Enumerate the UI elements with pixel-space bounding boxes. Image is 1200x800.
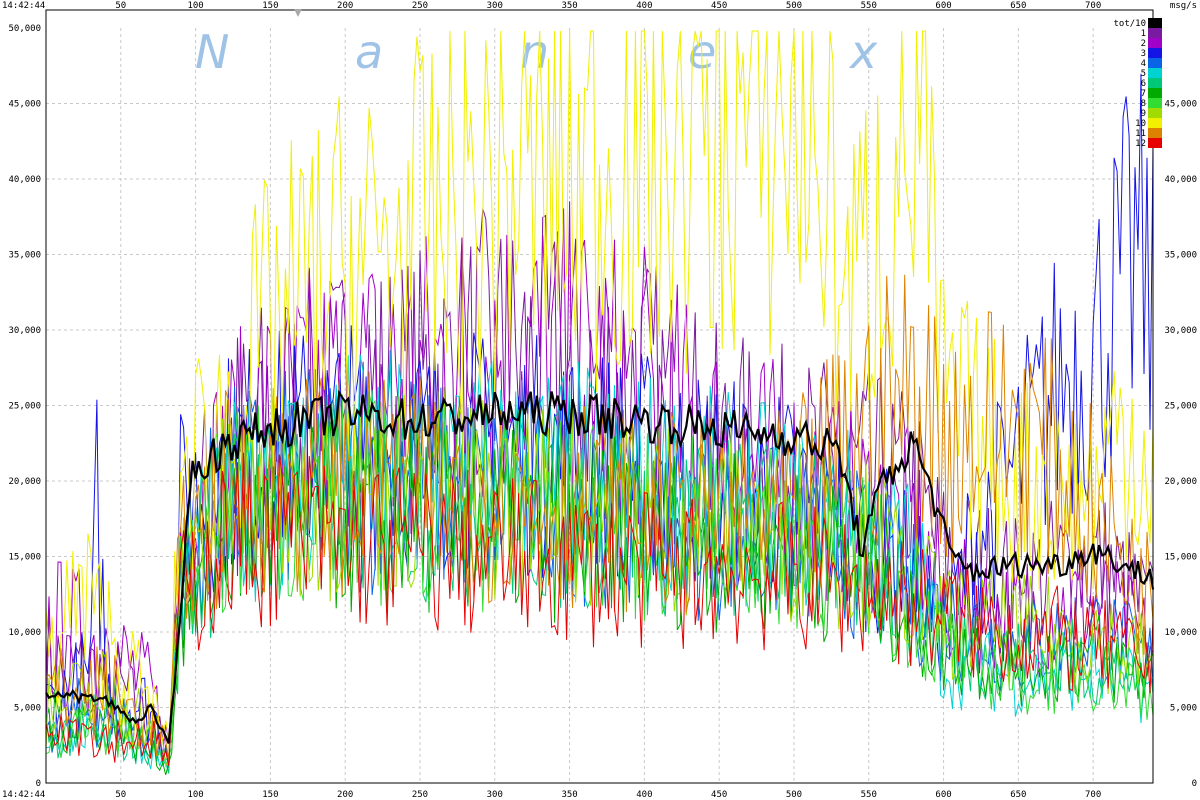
- x-tick-label-bottom: 500: [786, 790, 802, 800]
- x-tick-label-top: 450: [711, 1, 727, 11]
- y-tick-label-left: 50,000: [8, 24, 41, 34]
- legend-swatch: [1148, 28, 1162, 38]
- series-line-10: [45, 30, 1154, 745]
- x-tick-label-bottom: 600: [935, 790, 951, 800]
- x-tick-label-bottom: 350: [561, 790, 577, 800]
- legend-swatch: [1148, 78, 1162, 88]
- x-tick-label-top: 200: [337, 1, 353, 11]
- series-line-7: [45, 421, 1154, 776]
- legend-swatch: [1148, 58, 1162, 68]
- y-tick-label-right: 5,000: [1170, 704, 1197, 714]
- y-tick-label-right: 45,000: [1164, 100, 1197, 110]
- legend-swatch: [1148, 88, 1162, 98]
- series-line-12: [45, 452, 1154, 766]
- y-tick-label-right: 20,000: [1164, 477, 1197, 487]
- y-tick-label-right: 40,000: [1164, 175, 1197, 185]
- x-tick-label-bottom: 550: [861, 790, 877, 800]
- legend-swatch: [1148, 138, 1162, 148]
- x-tick-label-top: 100: [187, 1, 203, 11]
- y-tick-label-right: 0: [1192, 779, 1197, 789]
- legend-label: 8: [1141, 99, 1146, 109]
- watermark-letter: N: [195, 25, 229, 79]
- x-tick-label-bottom: 700: [1085, 790, 1101, 800]
- x-tick-label-bottom: 450: [711, 790, 727, 800]
- series-line-2: [45, 201, 1154, 755]
- legend-swatch: [1148, 108, 1162, 118]
- x-tick-label-bottom: 200: [337, 790, 353, 800]
- legend-swatch: [1148, 38, 1162, 48]
- x-tick-label-top: 250: [412, 1, 428, 11]
- series-line-9: [45, 386, 1154, 768]
- watermark-letter: x: [848, 25, 878, 79]
- y-tick-label-left: 25,000: [8, 402, 41, 412]
- legend-label: tot/10: [1113, 19, 1146, 29]
- axes: 5050100100150150200200250250300300350350…: [8, 1, 1197, 800]
- legend-label: 9: [1141, 109, 1146, 119]
- series-lines: [45, 30, 1155, 776]
- y-tick-label-left: 40,000: [8, 175, 41, 185]
- series-line-tot-10: [45, 389, 1155, 744]
- y-tick-label-left: 45,000: [8, 100, 41, 110]
- legend-label: 10: [1135, 119, 1146, 129]
- x-tick-label-top: 700: [1085, 1, 1101, 11]
- legend-swatch: [1148, 18, 1162, 28]
- x-tick-label-top: 350: [561, 1, 577, 11]
- x-tick-label-bottom: 250: [412, 790, 428, 800]
- legend-label: 3: [1141, 49, 1146, 59]
- y-tick-label-left: 35,000: [8, 251, 41, 261]
- unit-label: msg/s: [1170, 1, 1197, 11]
- legend-swatch: [1148, 128, 1162, 138]
- x-tick-label-bottom: 50: [115, 790, 126, 800]
- y-tick-label-left: 5,000: [14, 704, 41, 714]
- legend-label: 11: [1135, 129, 1146, 139]
- x-tick-label-top: 500: [786, 1, 802, 11]
- y-tick-label-left: 15,000: [8, 553, 41, 563]
- legend-label: 1: [1141, 29, 1146, 39]
- legend-swatch: [1148, 68, 1162, 78]
- plot-border: [45, 9, 1154, 784]
- legend-swatch: [1148, 118, 1162, 128]
- legend-label: 6: [1141, 79, 1146, 89]
- time-label-bottom: 14:42:44: [2, 790, 45, 800]
- x-tick-label-top: 300: [487, 1, 503, 11]
- time-marker-triangle-icon[interactable]: [294, 9, 302, 17]
- legend-label: 7: [1141, 89, 1146, 99]
- y-tick-label-left: 30,000: [8, 326, 41, 336]
- x-tick-label-bottom: 400: [636, 790, 652, 800]
- y-tick-label-right: 35,000: [1164, 251, 1197, 261]
- legend-swatch: [1148, 48, 1162, 58]
- x-tick-label-bottom: 300: [487, 790, 503, 800]
- x-tick-label-top: 150: [262, 1, 278, 11]
- legend-swatch: [1148, 98, 1162, 108]
- y-tick-label-right: 15,000: [1164, 553, 1197, 563]
- y-tick-label-right: 30,000: [1164, 326, 1197, 336]
- y-tick-label-left: 10,000: [8, 628, 41, 638]
- legend-label: 5: [1141, 69, 1146, 79]
- x-tick-label-top: 400: [636, 1, 652, 11]
- x-tick-label-top: 50: [115, 1, 126, 11]
- x-tick-label-bottom: 650: [1010, 790, 1026, 800]
- y-tick-label-right: 10,000: [1164, 628, 1197, 638]
- x-tick-label-top: 650: [1010, 1, 1026, 11]
- legend-label: 12: [1135, 139, 1146, 149]
- y-tick-label-left: 0: [36, 779, 41, 789]
- x-tick-label-top: 600: [935, 1, 951, 11]
- time-label-top: 14:42:44: [2, 1, 45, 11]
- watermark-letter: a: [355, 25, 383, 79]
- y-tick-label-left: 20,000: [8, 477, 41, 487]
- y-tick-label-right: 25,000: [1164, 402, 1197, 412]
- x-tick-label-bottom: 150: [262, 790, 278, 800]
- legend-label: 2: [1141, 39, 1146, 49]
- x-tick-label-top: 550: [861, 1, 877, 11]
- x-tick-label-bottom: 100: [187, 790, 203, 800]
- legend-label: 4: [1141, 59, 1146, 69]
